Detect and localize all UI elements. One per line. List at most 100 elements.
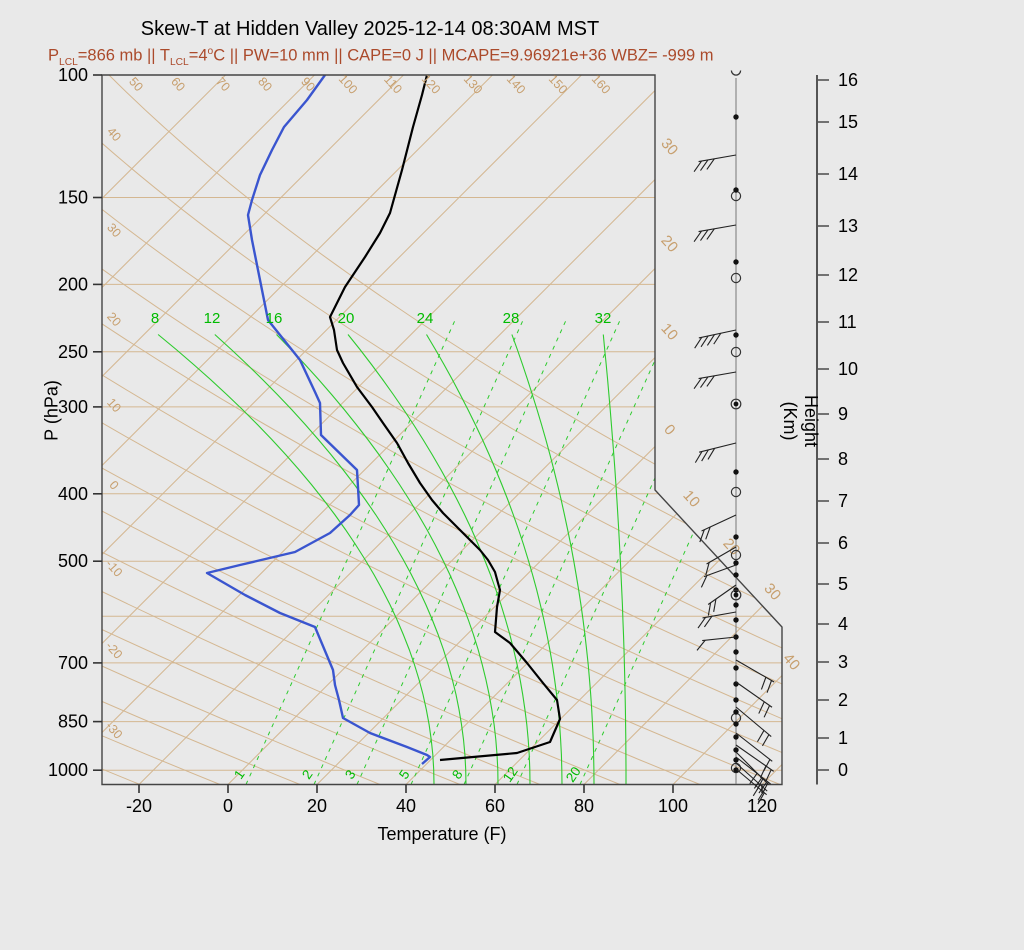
wind-barb — [735, 706, 772, 747]
height-axis-tick-label: 0 — [838, 760, 848, 780]
wind-barb-feather — [706, 334, 715, 346]
wind-barb-staff — [698, 371, 737, 380]
wind-barb-feather — [694, 451, 703, 463]
wind-barb-staff — [702, 636, 737, 642]
wind-barb-feather — [707, 602, 712, 616]
height-axis-tick-label: 6 — [838, 533, 848, 553]
pressure-axis-tick-label: 100 — [58, 65, 88, 85]
isotherm-label-right: 30 — [760, 580, 784, 604]
pressure-axis-tick-label: 1000 — [48, 760, 88, 780]
wind-barb-feather — [761, 734, 770, 747]
isotherm-label-left: 20 — [104, 309, 124, 329]
wind-dot-marker — [733, 332, 739, 338]
mixing-ratio-label: 8 — [449, 767, 466, 782]
dry-adiabat-line — [102, 75, 782, 785]
wind-barb-feather — [760, 677, 767, 690]
isotherm-label-right: 0 — [660, 421, 678, 439]
x-axis-tick-label: 100 — [658, 796, 688, 816]
moist-adiabat-label: 16 — [266, 310, 283, 327]
wind-barb-staff — [698, 224, 737, 233]
subtitle-fragment: P — [48, 46, 60, 65]
wind-barb-feather — [700, 159, 709, 171]
wind-barb-feather — [699, 529, 705, 543]
isotherm-line — [102, 75, 493, 785]
wind-barb-staff — [735, 756, 772, 785]
wind-dot-marker — [733, 697, 739, 703]
height-axis-tick-label: 7 — [838, 491, 848, 511]
mixing-ratio-label: 20 — [563, 764, 584, 785]
wind-barb-feather — [713, 598, 717, 612]
wind-barb-column — [693, 70, 775, 805]
wind-barb-feather — [705, 562, 710, 576]
wind-dot-marker — [733, 572, 739, 578]
wind-barb-feather — [700, 335, 709, 348]
isotherm-line — [138, 75, 782, 785]
sounding-parameters-subtitle: PLCL=866 mb || TLCL=4oC || PW=10 mm || C… — [48, 46, 714, 68]
wind-barb-staff — [735, 768, 767, 796]
wind-circle-marker — [730, 549, 742, 561]
wind-dot-marker — [733, 617, 739, 623]
page-title: Skew-T at Hidden Valley 2025-12-14 08:30… — [140, 18, 600, 40]
wind-barb-staff — [701, 514, 737, 532]
wind-dot-marker — [733, 747, 739, 753]
x-axis-tick-label: 120 — [747, 796, 777, 816]
wind-barb-staff — [698, 442, 737, 453]
wind-barb-staff — [735, 706, 772, 737]
dry-adiabat-line — [102, 75, 221, 785]
mixing-ratio-label: 12 — [500, 764, 521, 785]
plot-background — [102, 75, 782, 785]
subtitle-fragment: LCL — [59, 56, 78, 68]
x-axis-tick-label: -20 — [126, 796, 152, 816]
moist-adiabat-line — [511, 334, 595, 785]
wind-barb — [735, 659, 775, 693]
mixing-ratio-label: 2 — [299, 767, 316, 782]
x-axis-tick-label: 20 — [307, 796, 327, 816]
moist-adiabat-line — [276, 334, 499, 785]
isotherm-line — [102, 75, 760, 785]
wind-barb-feather — [706, 228, 715, 240]
subtitle-fragment: C || PW=10 mm || CAPE=0 J || MCAPE=9.969… — [213, 46, 714, 65]
wind-dot-marker — [733, 114, 739, 120]
subtitle-fragment: o — [207, 46, 214, 57]
isotherm-line — [102, 75, 671, 785]
wind-dot-marker — [733, 534, 739, 540]
isotherm-line — [102, 75, 582, 785]
wind-barb-feather — [763, 705, 771, 718]
wind-dot-marker — [733, 665, 739, 671]
wind-barb-feather — [765, 769, 772, 782]
isotherm-label-top: 50 — [126, 74, 146, 94]
wind-barb-feather — [756, 730, 765, 742]
wind-barb — [735, 681, 773, 718]
wind-dot-marker — [733, 721, 739, 727]
wind-barb — [693, 154, 737, 173]
wind-barb-staff — [735, 659, 775, 683]
height-axis-tick-label: 5 — [838, 574, 848, 594]
height-axis-tick-label: 2 — [838, 690, 848, 710]
mixing-ratio-label: 5 — [396, 767, 413, 782]
moist-adiabat-label: 32 — [595, 310, 612, 327]
wind-dot-circle-marker — [733, 592, 739, 598]
height-axis-tick-label: 8 — [838, 449, 848, 469]
isotherm-line — [102, 75, 315, 785]
isotherm-label-left: -20 — [103, 639, 126, 662]
wind-barb — [735, 744, 774, 782]
mixing-ratio-label: 3 — [342, 767, 359, 782]
moist-adiabat-label: 8 — [151, 310, 159, 327]
subtitle-fragment: =866 mb || T — [77, 46, 170, 65]
isotherm-label-right: 10 — [657, 320, 681, 344]
height-axis-tick-label: 10 — [838, 359, 858, 379]
moist-adiabat-line — [214, 334, 467, 785]
moist-adiabat-line — [347, 334, 531, 785]
mixing-ratio-line — [410, 317, 622, 785]
pressure-axis-tick-label: 400 — [58, 484, 88, 504]
wind-barb-staff — [735, 744, 774, 772]
x-axis-tick-label: 40 — [396, 796, 416, 816]
pressure-axis-tick-label: 300 — [58, 397, 88, 417]
dry-adiabat-line — [108, 75, 782, 785]
wind-barb-staff — [698, 329, 737, 339]
isotherm-label-left: -10 — [103, 557, 126, 580]
height-axis-tick-label: 12 — [838, 265, 858, 285]
isotherm-label-left: 0 — [106, 478, 121, 493]
pressure-axis-title: P (hPa) — [41, 380, 62, 441]
